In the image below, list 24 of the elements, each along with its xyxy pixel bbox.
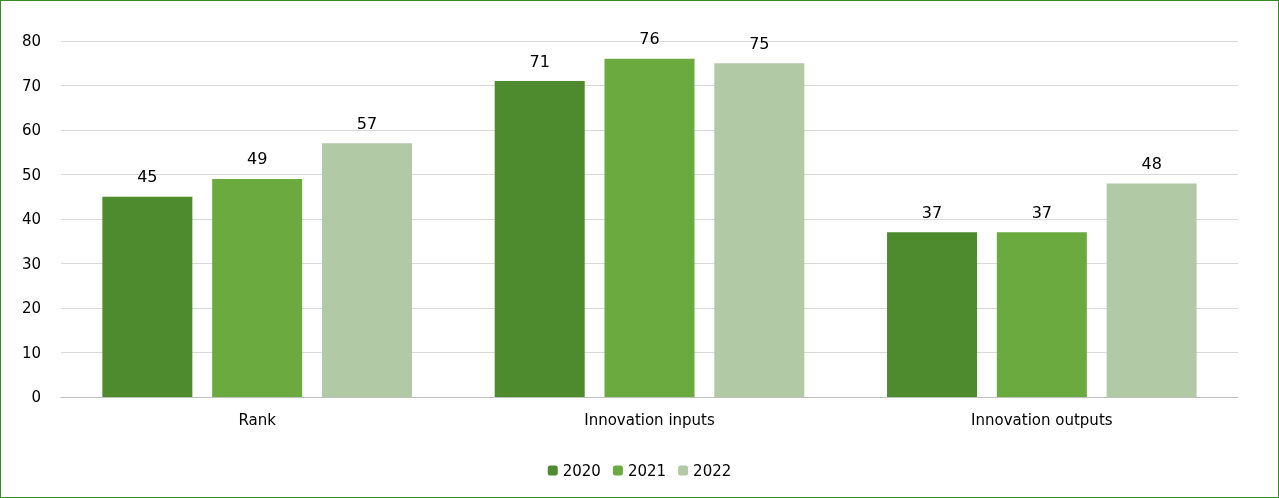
x-tick-label: Rank [238, 410, 277, 429]
y-tick-label: 80 [21, 32, 41, 50]
legend-label: 2022 [693, 461, 732, 480]
legend-label: 2021 [627, 461, 667, 480]
x-tick-label: Innovation outputs [971, 410, 1113, 429]
data-label: 57 [356, 113, 378, 133]
data-label: 71 [529, 51, 550, 71]
legend-label: 2020 [562, 461, 601, 480]
y-tick-label: 10 [21, 343, 41, 362]
data-label: 37 [1031, 202, 1053, 222]
y-tick-label: 60 [21, 121, 41, 139]
y-tick-label: 30 [21, 254, 41, 273]
y-tick-label: 20 [21, 299, 41, 317]
data-label: 49 [246, 149, 268, 169]
y-tick-label: 0 [31, 388, 41, 406]
y-tick-label: 50 [21, 165, 41, 184]
x-tick-label: Innovation inputs [584, 410, 715, 429]
y-tick-label: 70 [21, 76, 41, 95]
data-label: 45 [137, 167, 158, 187]
data-label: 75 [749, 33, 770, 53]
data-label: 48 [1141, 153, 1162, 173]
data-label: 37 [921, 202, 943, 222]
y-tick-label: 40 [21, 210, 41, 228]
data-label: 76 [639, 29, 660, 49]
